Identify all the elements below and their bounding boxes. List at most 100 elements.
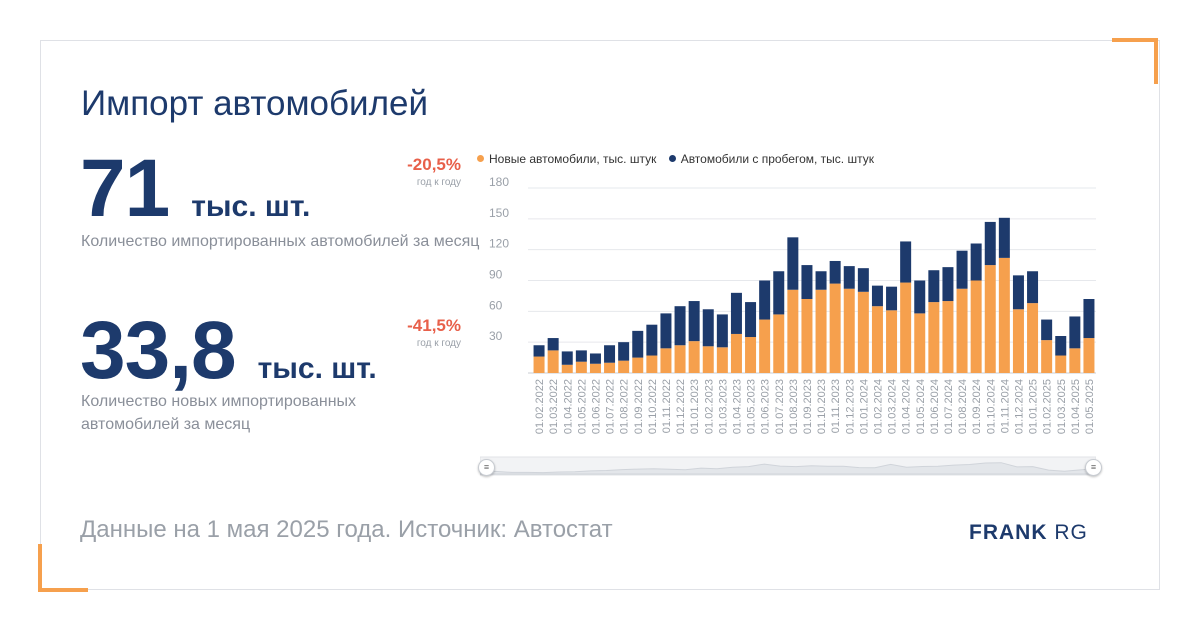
bar-used	[942, 267, 954, 302]
bar-new	[547, 350, 559, 373]
stat-new-change-label: год к году	[416, 338, 461, 349]
bar-used	[900, 241, 912, 283]
x-tick-label: 01.05.2025	[1084, 379, 1096, 434]
stat-new-unit: тыс. шт.	[257, 352, 377, 385]
bar-used	[730, 292, 742, 334]
bar-new	[773, 314, 785, 373]
x-tick-label: 01.04.2025	[1070, 379, 1082, 434]
bar-new	[660, 348, 672, 373]
x-tick-label: 01.06.2022	[590, 379, 602, 434]
navigator-track	[479, 456, 1097, 476]
bar-new	[759, 319, 771, 373]
bar-used	[871, 285, 883, 307]
bar-new	[871, 306, 883, 373]
bar-new	[716, 347, 728, 373]
bar-new	[688, 341, 700, 373]
bar-used	[561, 351, 573, 365]
bar-used	[984, 221, 996, 266]
bar-new	[702, 346, 714, 373]
legend-item-new[interactable]: Новые автомобили, тыс. штук	[477, 152, 656, 166]
x-tick-label: 01.04.2024	[901, 379, 913, 434]
bar-new	[533, 356, 545, 373]
navigator-handle-left[interactable]: ≡	[478, 459, 495, 476]
x-tick-label: 01.11.2022	[661, 379, 673, 433]
bar-used	[1041, 319, 1053, 341]
x-tick-label: 01.08.2024	[957, 379, 969, 434]
bar-new	[815, 289, 827, 373]
stat-new-description: Количество новых импортированных автомоб…	[81, 393, 357, 433]
x-tick-label: 01.04.2022	[562, 379, 574, 434]
x-tick-label: 01.04.2023	[731, 379, 743, 434]
bar-used	[914, 280, 926, 314]
stat-total: 71 тыс. шт.	[80, 148, 310, 230]
x-tick-label: 01.11.2024	[999, 379, 1011, 433]
grip-icon: ≡	[1090, 462, 1097, 472]
x-tick-label: 01.09.2023	[802, 379, 814, 434]
bar-new	[1012, 309, 1024, 373]
bar-used	[1055, 336, 1067, 356]
x-tick-label: 01.07.2023	[774, 379, 786, 434]
bar-used	[773, 271, 785, 315]
bar-new	[829, 283, 841, 373]
bar-used	[843, 266, 855, 289]
bar-used	[886, 286, 898, 311]
bar-new	[801, 299, 813, 373]
bar-used	[970, 243, 982, 281]
logo-bold: FRANK	[969, 521, 1048, 544]
legend-dot-new	[477, 155, 484, 162]
bar-used	[1027, 271, 1039, 304]
bar-new	[886, 310, 898, 373]
legend-label-used: Автомобили с пробегом, тыс. штук	[680, 152, 874, 166]
stat-total-unit: тыс. шт.	[191, 190, 311, 223]
bar-new	[914, 313, 926, 373]
navigator-handle-right[interactable]: ≡	[1085, 459, 1102, 476]
grip-icon: ≡	[483, 462, 490, 472]
bar-new	[1083, 338, 1095, 373]
x-tick-label: 01.02.2023	[703, 379, 715, 434]
x-tick-label: 01.10.2024	[985, 379, 997, 434]
y-tick-label: 30	[489, 329, 503, 343]
x-tick-label: 01.08.2023	[788, 379, 800, 434]
x-tick-label: 01.02.2025	[1042, 379, 1054, 434]
x-tick-label: 01.12.2022	[675, 379, 687, 434]
x-tick-label: 01.09.2024	[971, 379, 983, 434]
y-tick-label: 180	[489, 175, 509, 189]
x-tick-label: 01.12.2023	[844, 379, 856, 434]
stat-total-value: 71	[80, 143, 170, 234]
x-tick-label: 01.03.2024	[887, 379, 899, 434]
corner-accent-bottom-left	[38, 544, 88, 592]
bar-used	[1012, 275, 1024, 310]
bar-used	[604, 345, 616, 363]
y-tick-label: 90	[489, 268, 503, 282]
x-tick-label: 01.02.2024	[872, 379, 884, 434]
chart-navigator[interactable]: ≡ ≡	[478, 454, 1102, 480]
bar-used	[632, 330, 644, 358]
bar-new	[900, 282, 912, 373]
x-tick-label: 01.01.2025	[1028, 379, 1040, 434]
stat-total-change-value: -20,5%	[407, 155, 461, 174]
x-tick-label: 01.05.2022	[576, 379, 588, 434]
x-tick-label: 01.10.2022	[647, 379, 659, 434]
bar-used	[1069, 316, 1081, 349]
bar-used	[589, 353, 601, 364]
legend-item-used[interactable]: Автомобили с пробегом, тыс. штук	[668, 152, 874, 166]
y-tick-label: 60	[489, 298, 503, 312]
bar-used	[928, 270, 940, 303]
bar-used	[1083, 299, 1095, 339]
bar-new	[1055, 355, 1067, 373]
x-tick-label: 01.01.2023	[689, 379, 701, 434]
bar-new	[1027, 303, 1039, 373]
x-tick-label: 01.02.2022	[534, 379, 546, 434]
stat-total-change-label: год к году	[416, 177, 461, 188]
bar-used	[745, 302, 757, 338]
x-tick-label: 01.01.2024	[858, 379, 870, 434]
bar-new	[787, 289, 799, 373]
bar-used	[674, 306, 686, 346]
x-tick-label: 01.05.2023	[746, 379, 758, 434]
x-tick-label: 01.05.2024	[915, 379, 927, 434]
bar-used	[787, 237, 799, 290]
bar-used	[575, 350, 587, 362]
x-tick-label: 01.06.2023	[760, 379, 772, 434]
frank-rg-logo: FRANK RG	[969, 521, 1088, 545]
